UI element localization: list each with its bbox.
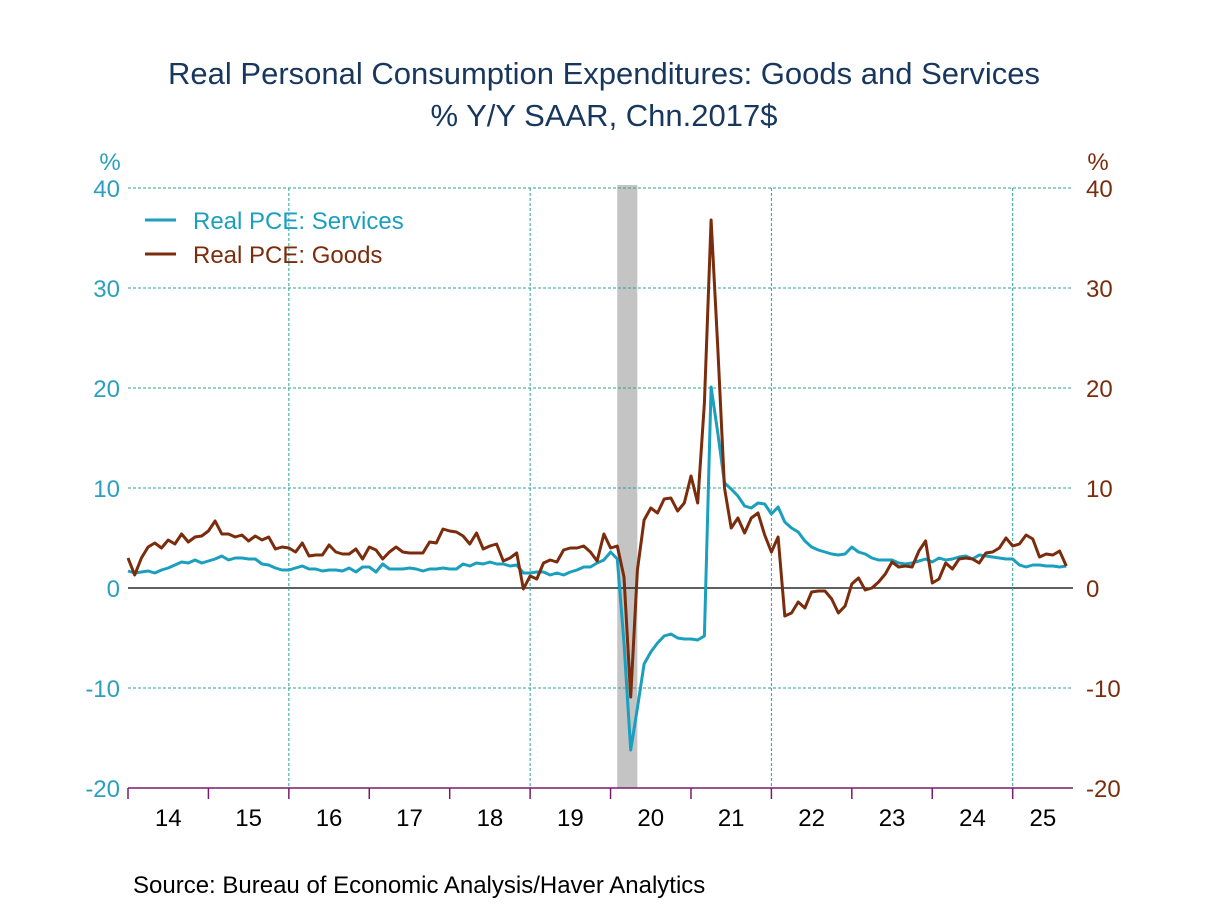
y-axis-unit-right: %	[1087, 149, 1108, 176]
legend-label: Real PCE: Services	[193, 208, 404, 235]
x-tick-label: 20	[637, 805, 664, 832]
y-tick-label-right: 40	[1086, 176, 1113, 203]
y-tick-label-right: 10	[1086, 476, 1113, 503]
y-tick-label-left: 40	[93, 176, 120, 203]
x-tick-label: 15	[235, 805, 262, 832]
chart-subtitle: % Y/Y SAAR, Chn.2017$	[430, 98, 778, 133]
y-tick-label-left: 30	[93, 276, 120, 303]
y-axis-unit-left: %	[99, 149, 120, 176]
series-line-goods	[126, 218, 1068, 699]
x-tick-label: 23	[879, 805, 906, 832]
y-tick-label-left: -10	[85, 676, 120, 703]
legend-label: Real PCE: Goods	[193, 242, 382, 269]
x-tick-label: 24	[959, 805, 986, 832]
y-tick-label-left: -20	[85, 776, 120, 803]
y-tick-label-right: -20	[1086, 776, 1121, 803]
y-tick-label-right: -10	[1086, 676, 1121, 703]
x-tick-label: 14	[155, 805, 182, 832]
x-tick-label: 25	[1029, 805, 1056, 832]
x-tick-label: 16	[316, 805, 343, 832]
y-tick-label-left: 10	[93, 476, 120, 503]
x-tick-label: 17	[396, 805, 423, 832]
x-tick-label: 18	[477, 805, 504, 832]
x-tick-label: 19	[557, 805, 584, 832]
y-tick-label-right: 30	[1086, 276, 1113, 303]
chart-title: Real Personal Consumption Expenditures: …	[168, 56, 1040, 91]
y-tick-label-right: 20	[1086, 376, 1113, 403]
source-note: Source: Bureau of Economic Analysis/Have…	[133, 872, 706, 899]
y-tick-label-left: 20	[93, 376, 120, 403]
x-tick-label: 22	[798, 805, 825, 832]
series-line-services	[127, 385, 1067, 752]
y-tick-label-left: 0	[107, 576, 120, 603]
x-tick-label: 21	[718, 805, 745, 832]
y-tick-label-right: 0	[1086, 576, 1099, 603]
